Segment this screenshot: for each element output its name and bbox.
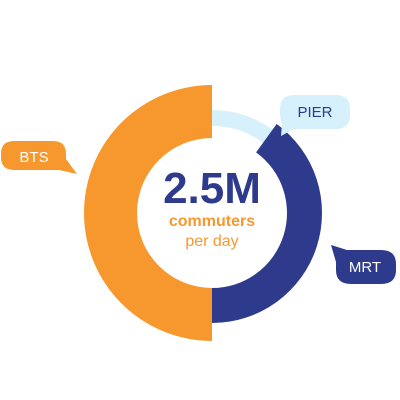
center-label-line2: per day [185, 233, 238, 250]
bubble-mrt-shape [331, 245, 396, 284]
bubble-bts-shape [1, 141, 77, 174]
mrt-label: MRT [349, 259, 381, 276]
center-value: 2.5M [163, 164, 261, 213]
pier-label: PIER [297, 104, 332, 121]
slice-bts [84, 85, 212, 341]
center-label-line1: commuters [169, 213, 255, 230]
bts-label: BTS [19, 149, 48, 166]
donut-slices [84, 85, 322, 341]
bubble-pier: PIER [280, 95, 350, 136]
slice-mrt [212, 124, 322, 323]
bubble-mrt: MRT [331, 245, 396, 284]
slice-pier [212, 110, 273, 143]
bubble-pier-shape [280, 95, 350, 136]
bubble-bts: BTS [1, 141, 77, 174]
